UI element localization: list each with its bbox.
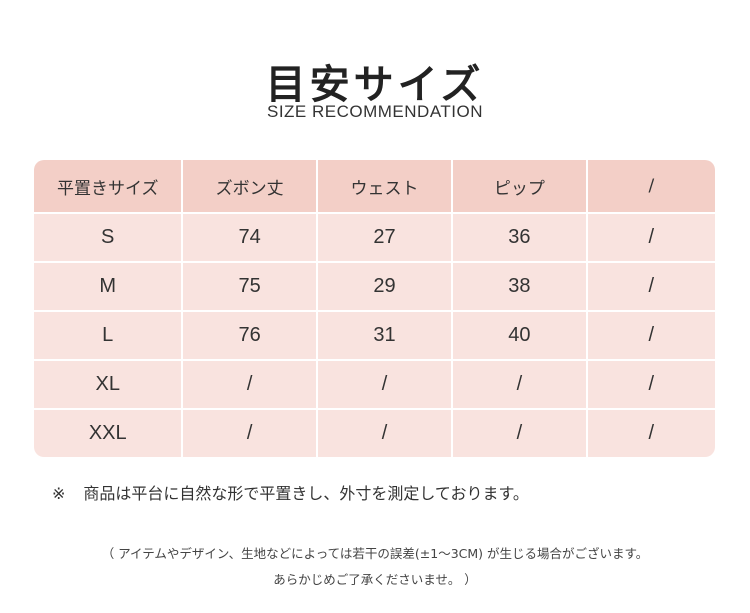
page-subtitle: SIZE RECOMMENDATION	[266, 102, 484, 121]
table-header-row: 平置きサイズ ズボン丈 ウェスト ピップ /	[34, 160, 715, 212]
note-text: 商品は平台に自然な形で平置きし、外寸を測定しております。	[83, 484, 529, 503]
table-cell-waist: /	[317, 410, 452, 457]
table-cell-waist: 31	[317, 312, 452, 359]
table-row: XL / / / /	[34, 361, 715, 408]
table-cell-pants-length: /	[183, 410, 316, 457]
column-header-blank: /	[587, 160, 715, 212]
table-cell-pants-length: 76	[183, 312, 316, 359]
table-cell-hip: 38	[453, 263, 586, 310]
table-cell-blank: /	[587, 361, 715, 408]
table-cell-blank: /	[587, 312, 715, 359]
table-cell-hip: 36	[453, 214, 586, 261]
table-cell-size: M	[34, 263, 182, 310]
column-header-flat-size: 平置きサイズ	[34, 160, 182, 212]
table-cell-hip: /	[453, 410, 586, 457]
table-cell-blank: /	[587, 263, 715, 310]
table-cell-hip: 40	[453, 312, 586, 359]
disclaimer-line-1: （ アイテムやデザイン、生地などによっては若干の誤差(±1～3CM) が生じる場…	[101, 546, 649, 561]
table-cell-pants-length: 74	[183, 214, 316, 261]
table-cell-waist: 29	[317, 263, 452, 310]
table-cell-hip: /	[453, 361, 586, 408]
table-cell-waist: /	[317, 361, 452, 408]
page-title: 目安サイズ	[265, 62, 485, 108]
column-header-pants-length: ズボン丈	[183, 160, 316, 212]
disclaimer-line-2: あらかじめご了承くださいませ。 ）	[273, 572, 477, 587]
table-cell-size: S	[34, 214, 182, 261]
table-cell-size: XXL	[34, 410, 182, 457]
column-header-hip: ピップ	[453, 160, 586, 212]
table-cell-blank: /	[587, 410, 715, 457]
table-cell-pants-length: /	[183, 361, 316, 408]
column-header-waist: ウェスト	[317, 160, 452, 212]
size-table: 平置きサイズ ズボン丈 ウェスト ピップ / S 74 27 36 / M 75…	[34, 160, 715, 457]
table-row: L 76 31 40 /	[34, 312, 715, 359]
table-cell-pants-length: 75	[183, 263, 316, 310]
measurement-note: ※ 商品は平台に自然な形で平置きし、外寸を測定しております。	[52, 480, 732, 504]
table-cell-blank: /	[587, 214, 715, 261]
table-cell-size: XL	[34, 361, 182, 408]
note-mark: ※	[52, 484, 66, 503]
table-cell-size: L	[34, 312, 182, 359]
table-row: XXL / / / /	[34, 410, 715, 457]
table-row: M 75 29 38 /	[34, 263, 715, 310]
table-row: S 74 27 36 /	[34, 214, 715, 261]
disclaimer: （ アイテムやデザイン、生地などによっては若干の誤差(±1～3CM) が生じる場…	[0, 541, 750, 593]
table-cell-waist: 27	[317, 214, 452, 261]
